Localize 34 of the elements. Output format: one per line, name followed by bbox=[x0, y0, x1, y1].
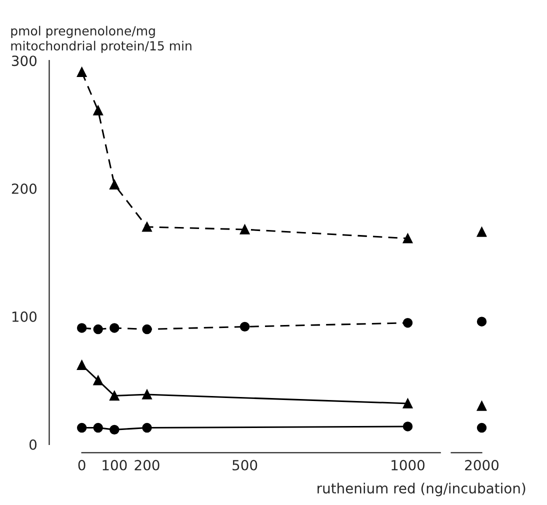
x-tick-label: 500 bbox=[232, 460, 258, 470]
point bbox=[110, 323, 120, 333]
point bbox=[110, 180, 120, 190]
point bbox=[142, 324, 152, 334]
point bbox=[402, 318, 413, 328]
point bbox=[76, 67, 87, 77]
x-tick-label: 100 bbox=[102, 460, 127, 470]
point bbox=[142, 222, 152, 232]
y-tick-label: 100 bbox=[12, 311, 36, 322]
point bbox=[93, 376, 103, 386]
y-tick-label: 200 bbox=[12, 184, 36, 194]
point bbox=[142, 422, 152, 433]
point bbox=[240, 322, 250, 332]
x-tick-label: 2000 bbox=[465, 460, 498, 470]
point bbox=[402, 422, 413, 432]
point bbox=[93, 324, 103, 334]
point bbox=[240, 224, 250, 234]
y-tick-label: 300 bbox=[12, 56, 36, 66]
x-axis-title: ruthenium red (ng/incubation) bbox=[318, 482, 526, 496]
x-tick-label: 1000 bbox=[392, 460, 424, 470]
y-axis-title: pmol pregnenolone/mg mitochondrial protein/15 min bbox=[11, 26, 192, 53]
point bbox=[402, 398, 413, 408]
point bbox=[142, 390, 152, 400]
point bbox=[93, 106, 103, 116]
point bbox=[110, 390, 120, 401]
point bbox=[93, 422, 103, 433]
point bbox=[76, 323, 87, 333]
x-tick-label: 200 bbox=[134, 460, 160, 470]
point bbox=[402, 234, 413, 244]
point bbox=[110, 424, 120, 435]
point bbox=[76, 360, 87, 370]
point bbox=[76, 422, 87, 433]
x-tick-label: 0 bbox=[78, 460, 86, 470]
y-tick-label: 0 bbox=[30, 439, 36, 450]
